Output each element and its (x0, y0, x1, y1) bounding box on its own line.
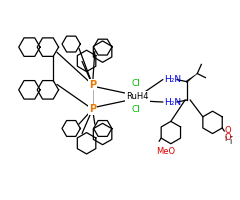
Text: Cl: Cl (131, 105, 140, 114)
Polygon shape (93, 41, 112, 62)
Polygon shape (187, 74, 197, 83)
Polygon shape (37, 81, 59, 99)
Polygon shape (161, 121, 180, 144)
Polygon shape (77, 50, 96, 72)
Text: Cl: Cl (131, 79, 140, 88)
Text: -: - (230, 132, 233, 141)
Polygon shape (94, 39, 112, 55)
Text: O: O (224, 133, 231, 142)
Text: O: O (225, 126, 231, 135)
Text: H₂N: H₂N (164, 75, 181, 84)
Polygon shape (77, 133, 96, 154)
Polygon shape (93, 123, 112, 145)
Polygon shape (37, 38, 59, 56)
Text: P: P (89, 104, 96, 114)
Polygon shape (203, 111, 222, 134)
Polygon shape (62, 121, 80, 136)
Text: MeO: MeO (156, 147, 175, 156)
Polygon shape (19, 81, 40, 99)
Text: P: P (89, 80, 96, 90)
Text: i: i (229, 137, 232, 146)
Text: RuH4: RuH4 (126, 92, 149, 101)
Polygon shape (62, 36, 80, 52)
Polygon shape (94, 121, 112, 136)
Polygon shape (19, 38, 40, 56)
Text: i: i (225, 134, 227, 143)
Text: H₂N: H₂N (164, 98, 181, 107)
